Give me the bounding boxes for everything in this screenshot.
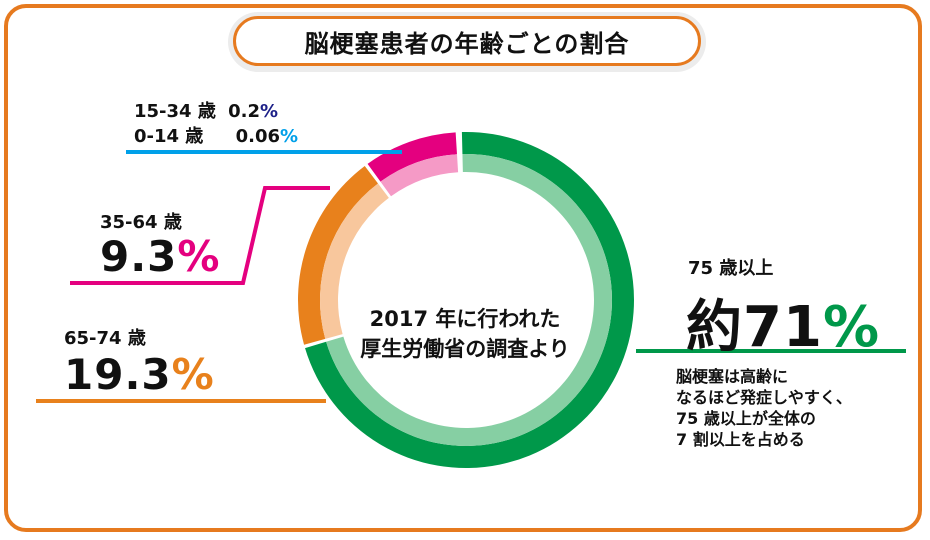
- label-15-34: 15-34 歳 0.2%: [134, 97, 278, 123]
- label-15-34-percent: %: [260, 101, 279, 122]
- slice-1: [298, 165, 379, 345]
- slice-2: [367, 132, 457, 182]
- center-caption-line1: 2017 年に行われた: [369, 307, 561, 331]
- note-line2: なるほど発症しやすく、: [676, 388, 852, 407]
- label-0-14-value: 0.06: [235, 126, 281, 147]
- label-65-74-category: 65-74 歳: [64, 328, 146, 349]
- leader-35-64: [70, 186, 330, 285]
- label-15-34-category: 15-34 歳: [134, 101, 216, 122]
- label-75plus-category: 75 歳以上: [688, 258, 774, 279]
- note-line4: 7 割以上を占める: [676, 430, 805, 449]
- label-0-14: 0-14 歳 0.06%: [134, 122, 298, 148]
- slice-inner-2: [380, 154, 459, 197]
- slice-inner-1: [319, 183, 389, 339]
- label-75plus-value-group: 約71%: [686, 282, 879, 363]
- label-35-64-value: 9.3: [100, 232, 178, 281]
- label-75plus-percent: %: [822, 295, 880, 360]
- note-text: 脳梗塞は高齢に なるほど発症しやすく、 75 歳以上が全体の 7 割以上を占める: [676, 366, 852, 450]
- label-15-34-value: 0.2: [228, 101, 261, 122]
- center-caption: 2017 年に行われた 厚生労働省の調査より: [330, 304, 600, 364]
- label-65-74-value: 19.3: [64, 350, 172, 399]
- slice-3: [459, 132, 461, 155]
- note-line3: 75 歳以上が全体の: [676, 409, 816, 428]
- label-65-74-percent: %: [171, 350, 214, 399]
- label-65-74-value-group: 19.3%: [64, 350, 214, 399]
- label-35-64-value-group: 9.3%: [100, 232, 220, 281]
- center-caption-line2: 厚生労働省の調査より: [360, 337, 570, 361]
- label-0-14-category: 0-14 歳: [134, 126, 204, 147]
- note-line1: 脳梗塞は高齢に: [676, 367, 789, 386]
- chart-title: 脳梗塞患者の年齢ごとの割合: [233, 16, 701, 66]
- label-35-64-category: 35-64 歳: [100, 212, 182, 233]
- label-0-14-percent: %: [280, 126, 299, 147]
- label-35-64-percent: %: [177, 232, 220, 281]
- label-75plus-value: 約71: [686, 295, 823, 360]
- slice-inner-3: [460, 154, 461, 173]
